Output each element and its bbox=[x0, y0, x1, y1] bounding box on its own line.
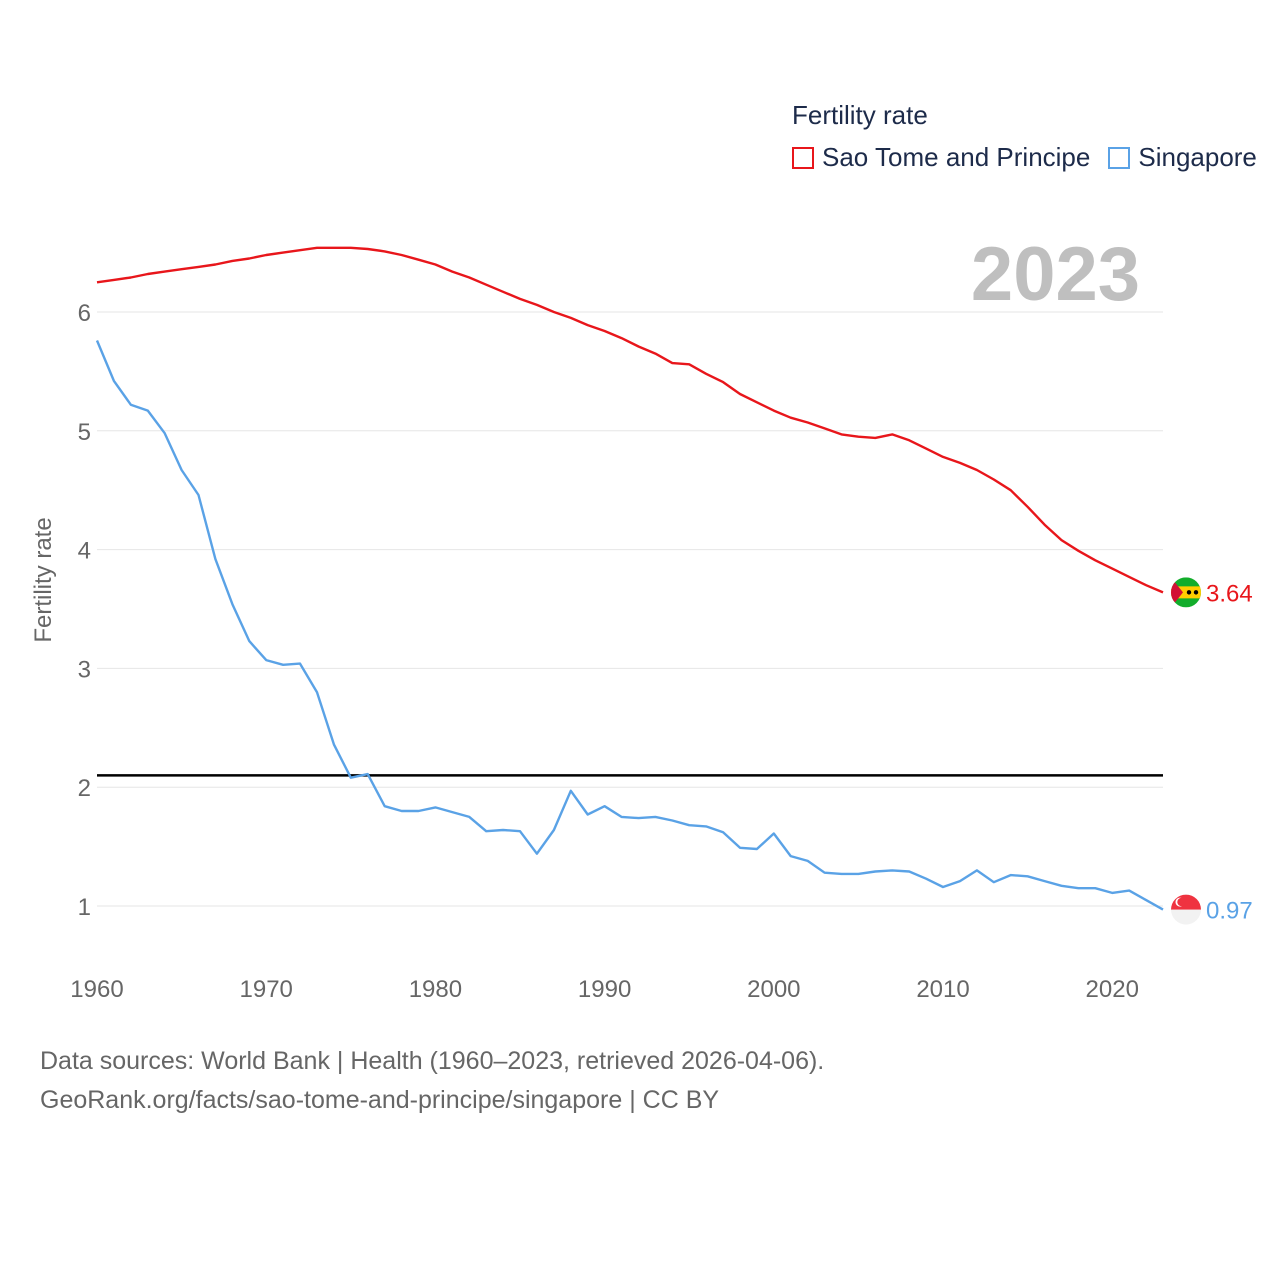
y-tick-label: 1 bbox=[78, 894, 91, 921]
footer-link[interactable]: GeoRank.org/facts/sao-tome-and-principe/… bbox=[40, 1086, 720, 1114]
year-label: 2023 bbox=[971, 232, 1140, 317]
end-value-label-singapore: 0.97 bbox=[1206, 898, 1253, 925]
series-line-singapore[interactable] bbox=[95, 340, 1164, 911]
y-tick-label: 2 bbox=[78, 775, 91, 802]
end-value-label-sao-tome: 3.64 bbox=[1206, 580, 1253, 607]
y-tick-label: 5 bbox=[78, 419, 91, 446]
x-tick-label: 1970 bbox=[240, 976, 293, 1003]
legend-item-sao-tome[interactable]: Sao Tome and Principe bbox=[792, 142, 1090, 173]
x-tick-label: 1990 bbox=[578, 976, 631, 1003]
x-tick-label: 2020 bbox=[1086, 976, 1139, 1003]
x-tick-label: 2000 bbox=[747, 976, 800, 1003]
flag-singapore-icon bbox=[1171, 894, 1201, 925]
x-tick-label: 1980 bbox=[409, 976, 462, 1003]
flag-sao-tome-icon bbox=[1171, 577, 1201, 608]
legend-label-sao-tome: Sao Tome and Principe bbox=[822, 142, 1091, 172]
y-tick-label: 6 bbox=[78, 300, 91, 327]
legend-swatch-singapore bbox=[1108, 146, 1131, 169]
legend: Sao Tome and Principe Singapore bbox=[792, 142, 1275, 173]
y-tick-labels: 1 2 3 4 5 6 bbox=[78, 300, 91, 921]
y-tick-label: 3 bbox=[78, 656, 91, 683]
end-marker-layer: 3.64 0.97 bbox=[1171, 577, 1253, 925]
x-tick-label: 2010 bbox=[916, 976, 969, 1003]
x-tick-labels: 1960 1970 1980 1990 2000 2010 2020 bbox=[70, 976, 1139, 1003]
series-line-sao-tome[interactable] bbox=[96, 246, 1164, 594]
x-tick-label: 1960 bbox=[70, 976, 123, 1003]
grid-layer bbox=[97, 311, 1163, 907]
legend-label-singapore: Singapore bbox=[1138, 142, 1257, 172]
footer: Data sources: World Bank | Health (1960–… bbox=[40, 1042, 824, 1120]
y-axis-title: Fertility rate bbox=[30, 517, 57, 642]
footer-sources: Data sources: World Bank | Health (1960–… bbox=[40, 1047, 825, 1075]
legend-item-singapore[interactable]: Singapore bbox=[1108, 142, 1257, 173]
y-tick-label: 4 bbox=[78, 538, 91, 565]
series-layer bbox=[95, 246, 1164, 911]
legend-title: Fertility rate bbox=[792, 100, 928, 130]
legend-swatch-sao-tome bbox=[792, 146, 814, 169]
